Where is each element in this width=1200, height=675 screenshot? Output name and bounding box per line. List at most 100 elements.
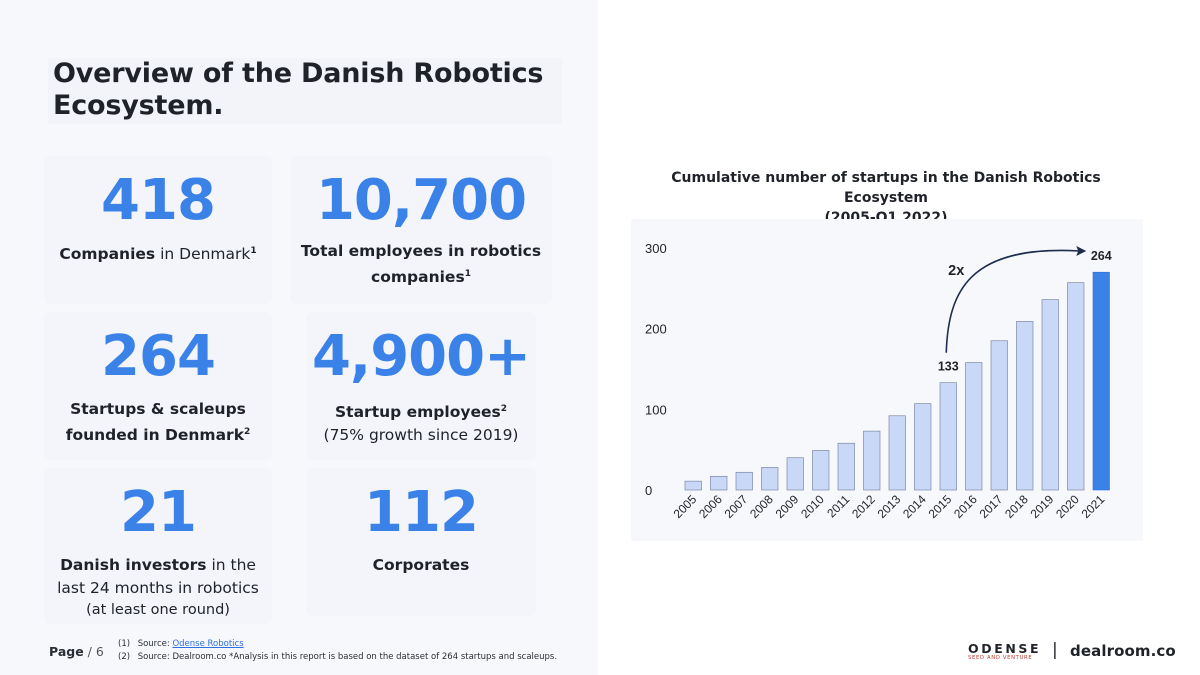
stat-label-line2-wrap: founded in Denmark2 xyxy=(44,421,272,447)
footnote-1-link[interactable]: Odense Robotics xyxy=(172,639,244,649)
odense-logo: ODENSE SEED AND VENTURE xyxy=(968,642,1040,661)
y-tick-label: 100 xyxy=(645,402,667,417)
stat-label-bold: Startup employees xyxy=(335,403,501,421)
footnote-2-text: Source: Dealroom.co *Analysis in this re… xyxy=(137,651,558,662)
bar-2015 xyxy=(939,382,957,491)
y-tick-label: 0 xyxy=(645,483,652,498)
footnote-ref: 1 xyxy=(464,268,471,279)
bar-2018 xyxy=(1016,321,1034,491)
stat-label-rest: in the xyxy=(206,556,256,574)
stat-value-investors: 21 xyxy=(120,480,197,545)
x-tick-label: 2013 xyxy=(875,492,904,521)
stat-label-line2: founded in Denmark xyxy=(65,425,244,444)
stat-value-startup-employees: 4,900+ xyxy=(311,324,531,389)
footnote-1-text: Source: xyxy=(137,639,173,649)
stat-label-bold: Danish investors xyxy=(60,556,207,574)
bar-2020 xyxy=(1067,282,1085,491)
bar-2012 xyxy=(863,430,881,491)
y-tick-label: 200 xyxy=(645,322,667,337)
growth-annotation-label: 2x xyxy=(948,263,964,279)
x-tick-label: 2010 xyxy=(798,492,827,521)
growth-arrowhead xyxy=(1076,246,1087,256)
data-label: 264 xyxy=(1091,249,1112,263)
page-title: Overview of the Danish Robotics Ecosyste… xyxy=(53,58,544,121)
stat-label-investors: Danish investors in the last 24 months i… xyxy=(44,554,272,622)
stat-label-line3: (at least one round) xyxy=(86,602,230,618)
stat-label-line1: Startups & scaleups xyxy=(70,400,246,418)
bar-2017 xyxy=(990,340,1008,491)
stat-card-startups: 264 Startups & scaleups founded in Denma… xyxy=(44,312,272,460)
stat-value-companies: 418 xyxy=(101,168,216,233)
footnote-ref: 2 xyxy=(244,426,251,437)
stat-label-startup-employees: Startup employees2 (75% growth since 201… xyxy=(306,398,536,446)
stat-label-line2: last 24 months in robotics xyxy=(57,578,259,597)
odense-logo-text: ODENSE xyxy=(968,641,1042,656)
stat-label-companies: Companies in Denmark1 xyxy=(44,240,272,266)
x-tick-label: 2021 xyxy=(1079,492,1108,521)
logo-separator: | xyxy=(1052,640,1058,660)
stat-label-line2: companies xyxy=(371,267,465,286)
x-tick-label: 2014 xyxy=(900,492,929,521)
stat-label-startups: Startups & scaleups founded in Denmark2 xyxy=(44,398,272,446)
stat-card-companies: 418 Companies in Denmark1 xyxy=(44,156,272,304)
x-tick-label: 2020 xyxy=(1053,492,1082,521)
page-indicator: Page / 6 xyxy=(49,644,104,659)
footnote-ref: 1 xyxy=(250,246,257,256)
chart-title: Cumulative number of startups in the Dan… xyxy=(671,170,1101,206)
x-tick-label: 2019 xyxy=(1028,492,1057,521)
title-background xyxy=(48,58,562,124)
x-tick-label: 2011 xyxy=(824,492,852,520)
chart-title-block: Cumulative number of startups in the Dan… xyxy=(630,168,1142,228)
page-number: / 6 xyxy=(83,644,104,659)
bar-2011 xyxy=(837,442,855,491)
x-tick-label: 2005 xyxy=(671,492,700,521)
bar-chart: 0100200300200520062007200820092010201120… xyxy=(645,241,1112,521)
x-tick-label: 2016 xyxy=(951,492,980,521)
y-tick-label: 300 xyxy=(645,241,667,256)
stat-card-employees: 10,700 Total employees in robotics compa… xyxy=(290,156,552,304)
stat-label-bold: Companies xyxy=(59,245,156,263)
footnote-2-label: (2) xyxy=(118,651,131,662)
stat-label-corporates: Corporates xyxy=(306,554,536,577)
x-tick-label: 2008 xyxy=(747,492,776,521)
bar-2009 xyxy=(786,457,804,491)
footnote-ref: 2 xyxy=(500,404,507,414)
stat-label-line2: (75% growth since 2019) xyxy=(323,425,519,444)
stat-label-line1-wrap: Danish investors in the xyxy=(44,554,272,577)
bar-2007 xyxy=(735,471,753,491)
growth-arrow xyxy=(945,249,1080,353)
x-tick-label: 2009 xyxy=(773,492,802,521)
bar-2010 xyxy=(812,450,830,491)
footnote-1-label: (1) xyxy=(118,639,131,649)
stat-card-startup-employees: 4,900+ Startup employees2 (75% growth si… xyxy=(306,312,536,460)
bar-2016 xyxy=(965,362,983,491)
dealroom-logo: dealroom.co xyxy=(1070,642,1176,660)
bar-2021 xyxy=(1092,271,1110,491)
x-tick-label: 2006 xyxy=(696,492,725,521)
bar-2005 xyxy=(684,480,702,491)
odense-logo-subtext: SEED AND VENTURE xyxy=(968,655,1033,661)
stat-value-startups: 264 xyxy=(101,324,216,389)
stat-label-bold: Corporates xyxy=(372,556,470,574)
bar-2014 xyxy=(914,403,932,491)
stat-value-employees: 10,700 xyxy=(315,168,527,233)
bar-2013 xyxy=(888,415,906,491)
stat-label-employees: Total employees in robotics companies1 xyxy=(290,240,552,288)
stat-label-line1: Total employees in robotics xyxy=(300,242,542,260)
stat-value-corporates: 112 xyxy=(364,480,479,545)
bar-2006 xyxy=(710,475,728,491)
stat-card-investors: 21 Danish investors in the last 24 month… xyxy=(44,468,272,624)
x-tick-label: 2017 xyxy=(977,492,1006,521)
bar-2008 xyxy=(761,467,779,491)
x-tick-label: 2007 xyxy=(722,492,751,521)
stat-label-rest: in Denmark xyxy=(155,245,251,263)
x-tick-label: 2018 xyxy=(1002,492,1031,521)
x-tick-label: 2015 xyxy=(926,492,955,521)
footnote-2: (2) Source: Dealroom.co *Analysis in thi… xyxy=(118,651,557,664)
stat-card-corporates: 112 Corporates xyxy=(306,468,536,616)
data-label: 133 xyxy=(938,360,959,374)
footnote-1: (1) Source: Odense Robotics xyxy=(118,638,557,651)
x-tick-label: 2012 xyxy=(849,492,878,521)
footnotes: (1) Source: Odense Robotics (2) Source: … xyxy=(118,638,557,663)
stat-label-line2-wrap: companies1 xyxy=(290,263,552,289)
